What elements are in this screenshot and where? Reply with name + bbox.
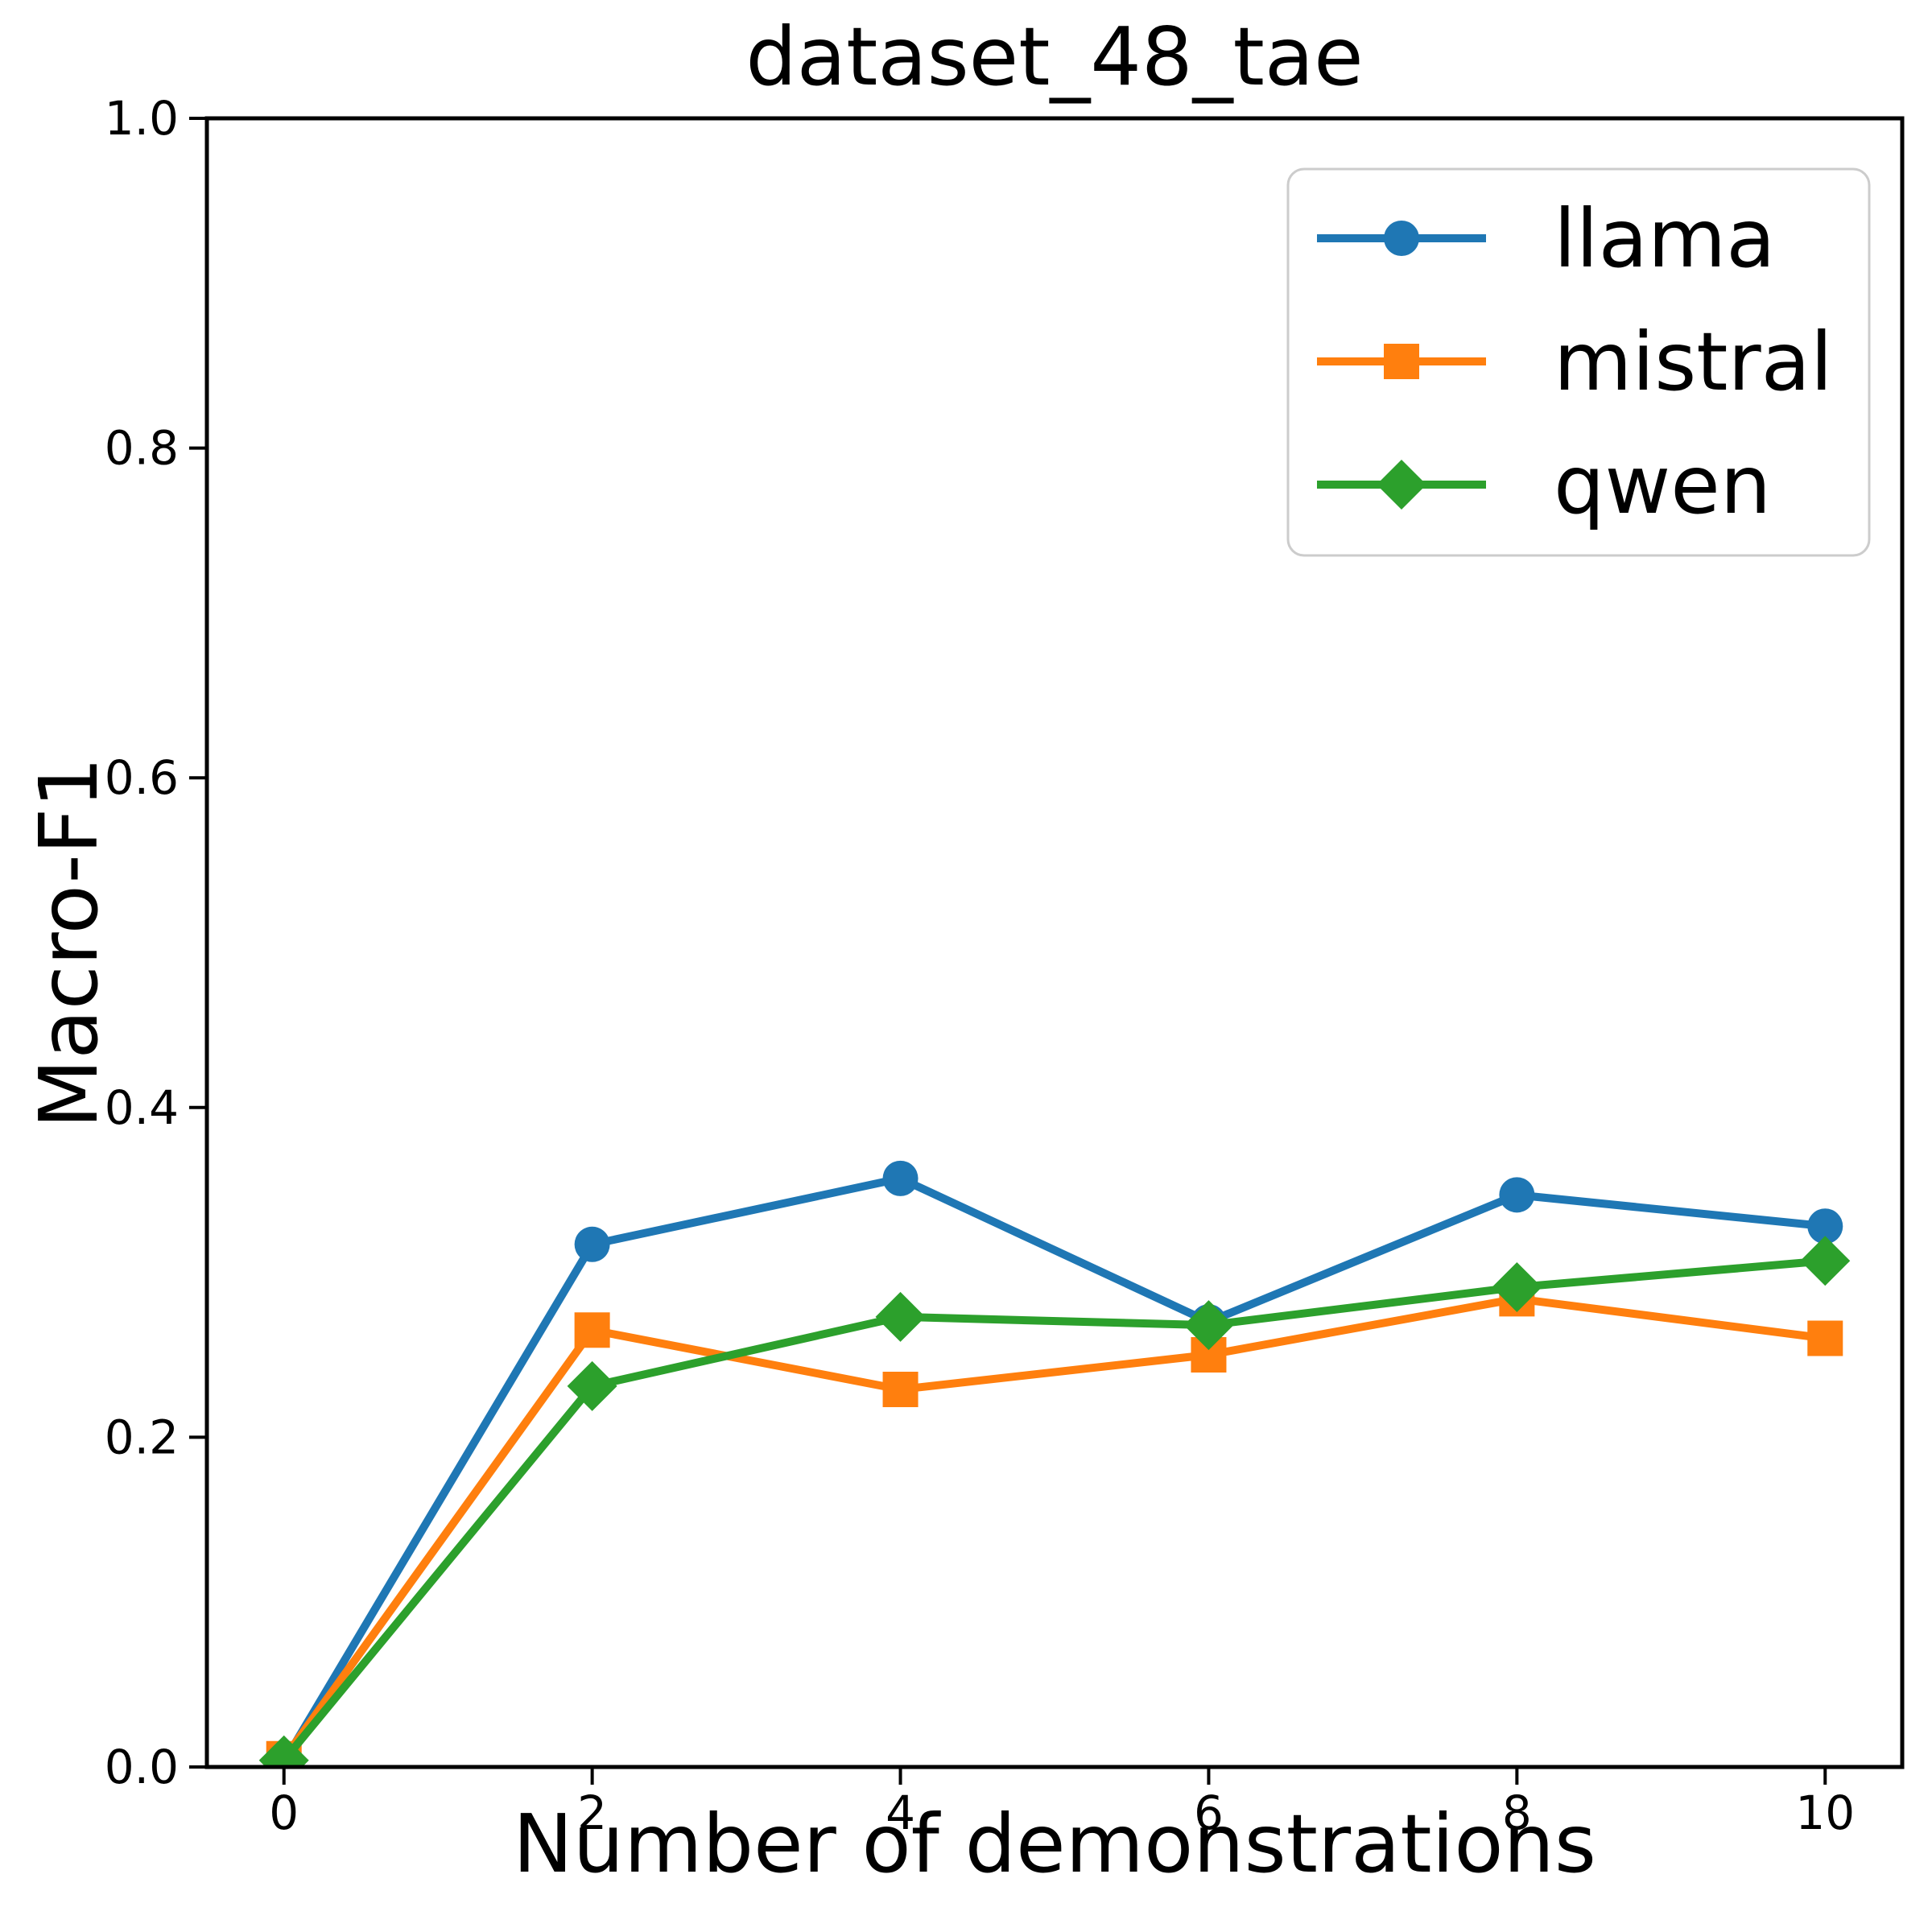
data-point-diamond [1183,1300,1234,1351]
series-qwen [258,1236,1851,1767]
legend-item-llama: llama [1317,192,1776,286]
data-point-diamond [567,1360,617,1411]
data-point-diamond [1800,1236,1851,1286]
data-point-circle [1807,1208,1843,1245]
x-tick-label: 4 [886,1785,915,1840]
legend: llama mistral qwen [1286,167,1871,557]
chart-title: dataset_48_tae [745,10,1363,104]
x-tick-label: 8 [1502,1785,1532,1840]
y-tick-label: 0.2 [105,1410,179,1464]
legend-diamond-marker [1377,460,1426,510]
y-tick-label: 0.6 [105,750,179,805]
y-tick-label: 1.0 [105,91,179,146]
data-point-square [1384,344,1419,379]
x-tick-label: 10 [1795,1785,1855,1840]
legend-label: mistral [1554,315,1833,409]
legend-label: llama [1554,192,1776,286]
data-point-circle [574,1226,610,1262]
y-tick-label: 0.0 [105,1740,179,1794]
series-mistral-line [280,1294,1826,1761]
y-tick-label: 0.8 [105,421,179,476]
series-layer [258,1160,1851,1767]
data-point-square [574,1312,610,1348]
legend-square-marker [1384,344,1419,379]
y-axis-label: Macro-F1 [22,757,116,1129]
legend-item-mistral: mistral [1317,315,1833,409]
legend-label: qwen [1554,438,1771,532]
data-point-circle [882,1160,919,1196]
y-axis-ticks: 0.0 0.2 0.4 0.6 0.8 1.0 [105,91,207,1794]
data-point-square [882,1372,919,1408]
legend-box [1286,167,1871,557]
x-axis-ticks: 0 2 4 6 8 10 [269,1767,1855,1840]
data-point-diamond [258,1735,309,1767]
x-tick-label: 0 [269,1785,299,1840]
data-point-diamond [875,1291,926,1342]
data-point-circle [1384,221,1419,256]
data-point-diamond [1377,460,1426,510]
series-llama-line [280,1174,1826,1765]
x-tick-label: 2 [577,1785,607,1840]
axes-spines [204,116,1905,1769]
data-point-diamond [1492,1262,1542,1313]
y-tick-label: 0.4 [105,1080,179,1135]
x-tick-label: 6 [1194,1785,1224,1840]
legend-circle-marker [1384,221,1419,256]
data-point-square [1807,1320,1843,1356]
series-qwen-line [280,1257,1826,1763]
legend-item-qwen: qwen [1317,438,1771,532]
data-point-circle [1499,1177,1535,1213]
x-axis-label: Number of demonstrations [513,1797,1596,1891]
